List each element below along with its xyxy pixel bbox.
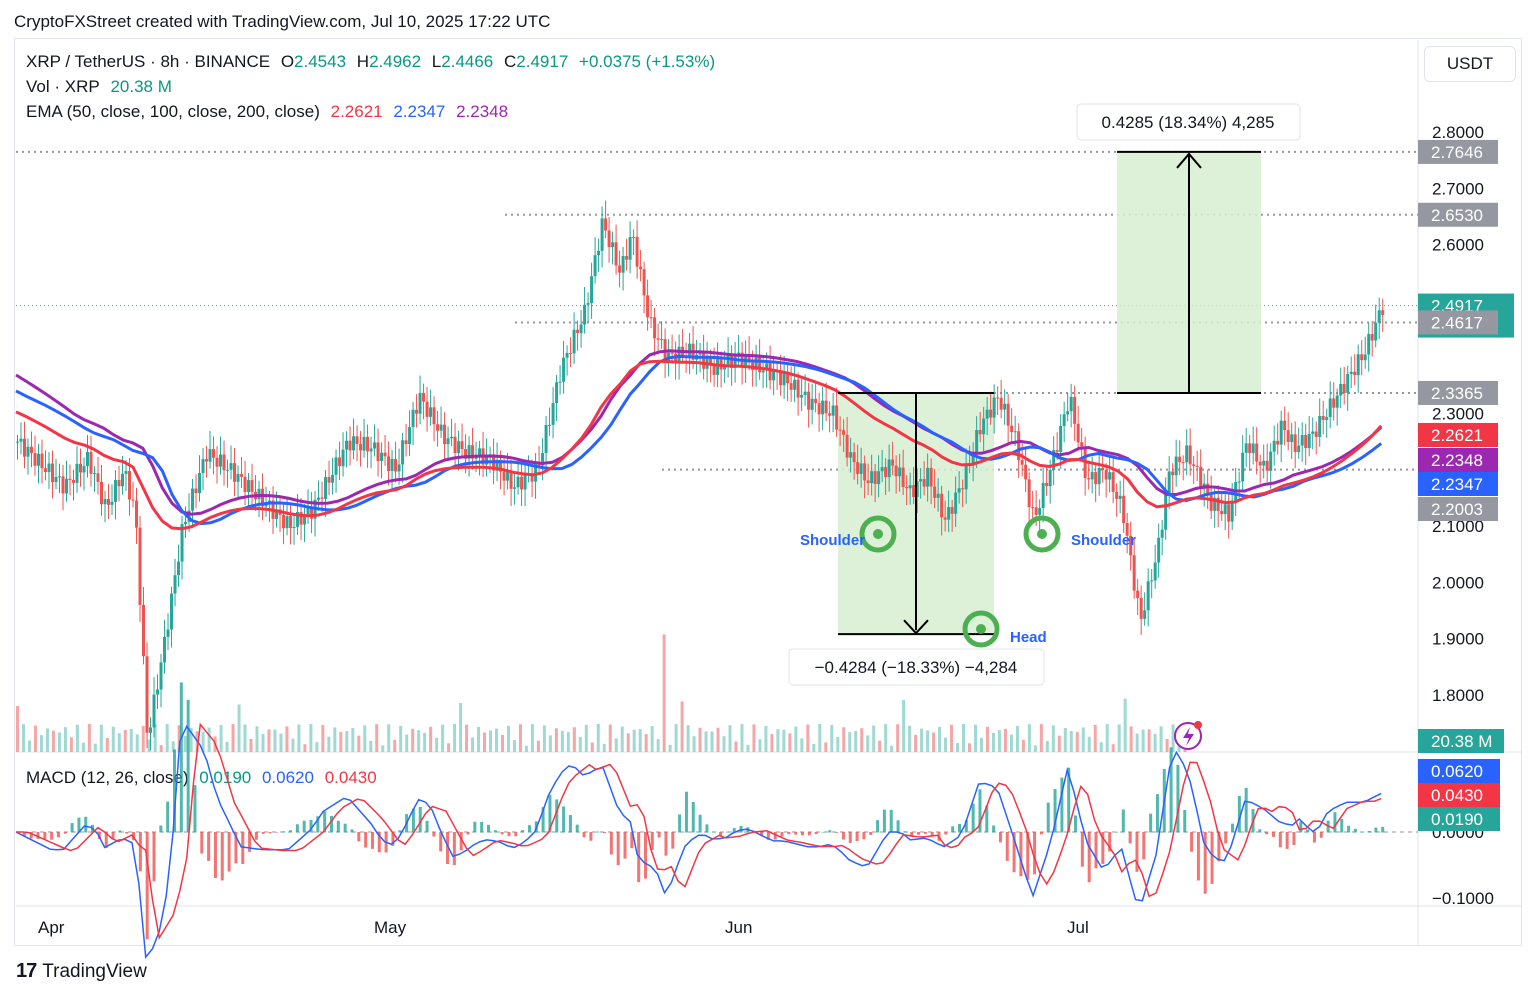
close-label: C bbox=[504, 52, 517, 71]
symbol-legend[interactable]: XRP / TetherUS · 8h · BINANCE O2.4543 H2… bbox=[26, 52, 721, 72]
open-value: 2.4543 bbox=[294, 52, 347, 71]
tradingview-logo: 17 bbox=[16, 960, 37, 982]
volume-value: 20.38 M bbox=[110, 77, 172, 96]
ema100-value: 2.2347 bbox=[393, 102, 446, 121]
high-value: 2.4962 bbox=[369, 52, 422, 71]
change-value: +0.0375 (+1.53%) bbox=[579, 52, 716, 71]
high-label: H bbox=[356, 52, 370, 71]
chart-frame bbox=[14, 38, 1522, 946]
ema50-value: 2.2621 bbox=[330, 102, 383, 121]
volume-legend[interactable]: Vol · XRP 20.38 M bbox=[26, 77, 178, 97]
macd-line-value: 0.0620 bbox=[261, 768, 314, 787]
volume-label[interactable]: Vol · XRP bbox=[26, 77, 100, 96]
macd-legend[interactable]: MACD (12, 26, close) 0.0190 0.0620 0.043… bbox=[26, 768, 383, 788]
tradingview-footer[interactable]: 17 TradingView bbox=[16, 960, 147, 983]
open-label: O bbox=[280, 52, 295, 71]
macd-signal-value: 0.0430 bbox=[324, 768, 377, 787]
ema200-value: 2.2348 bbox=[456, 102, 509, 121]
macd-hist-value: 0.0190 bbox=[199, 768, 252, 787]
ema-label[interactable]: EMA (50, close, 100, close, 200, close) bbox=[26, 102, 320, 121]
low-label: L bbox=[431, 52, 442, 71]
currency-button[interactable]: USDT bbox=[1424, 46, 1516, 82]
close-value: 2.4917 bbox=[516, 52, 569, 71]
symbol-name[interactable]: XRP / TetherUS · 8h · BINANCE bbox=[26, 52, 271, 71]
chart-credit-header: CryptoFXStreet created with TradingView.… bbox=[14, 12, 551, 31]
ema-legend[interactable]: EMA (50, close, 100, close, 200, close) … bbox=[26, 102, 514, 122]
low-value: 2.4466 bbox=[441, 52, 494, 71]
macd-label[interactable]: MACD (12, 26, close) bbox=[26, 768, 189, 787]
tradingview-brand: TradingView bbox=[42, 960, 147, 982]
